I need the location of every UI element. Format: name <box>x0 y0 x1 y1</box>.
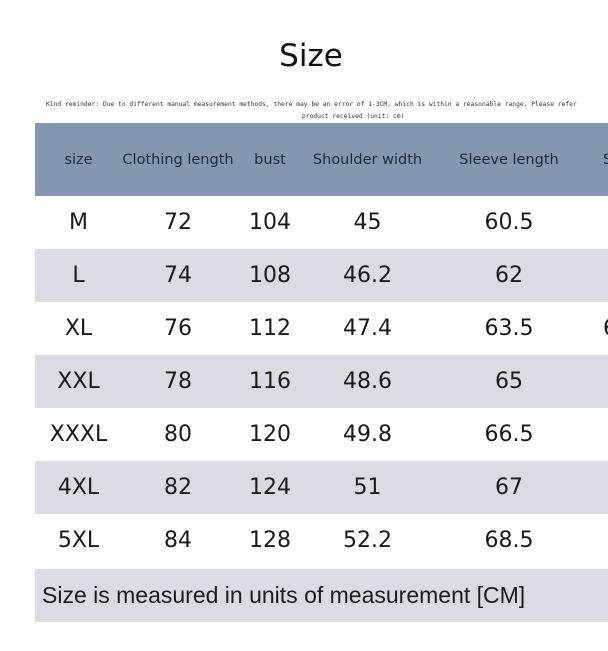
cell-clothing-length: 76 <box>164 316 192 341</box>
table-row: L 74 108 46.2 62 <box>35 249 608 302</box>
cell-size: L <box>72 263 85 288</box>
cell-sleeve-length: 67 <box>495 475 523 500</box>
cell-shoulder-width: 46.2 <box>343 263 392 288</box>
measurement-reminder: Kind reminder: Due to different manual m… <box>46 99 608 123</box>
cell-sleeve-length: 63.5 <box>484 316 534 341</box>
cell-clothing-length: 78 <box>164 369 192 394</box>
cell-bust: 120 <box>249 422 291 447</box>
cell-size: 5XL <box>57 528 100 553</box>
cell-size: XXXL <box>49 422 108 447</box>
table-row: M 72 104 45 60.5 <box>35 196 608 249</box>
cell-cut-off <box>589 196 608 249</box>
cell-size: 4XL <box>57 475 100 500</box>
cell-sleeve-length: 66.5 <box>484 422 534 447</box>
unit-note-text: Size is measured in units of measurement… <box>42 582 526 608</box>
cell-clothing-length: 80 <box>164 422 192 447</box>
cell-bust: 128 <box>249 528 291 553</box>
header-bust: bust <box>254 151 286 168</box>
header-size: size <box>64 151 93 168</box>
cell-clothing-length: 82 <box>164 475 192 500</box>
cell-shoulder-width: 45 <box>353 210 382 235</box>
cell-shoulder-width: 49.8 <box>343 422 392 447</box>
cell-clothing-length: 72 <box>164 210 192 235</box>
cell-sleeve-length: 68.5 <box>484 528 534 553</box>
header-sleeve-length: Sleeve length <box>459 151 559 168</box>
cell-shoulder-width: 47.4 <box>343 316 392 341</box>
cell-sleeve-length: 65 <box>495 369 523 394</box>
table-row: XXL 78 116 48.6 65 <box>35 355 608 408</box>
cell-cut-off <box>589 514 608 567</box>
table-header-row: size Clothing length bust Shoulder width… <box>35 123 608 196</box>
header-clothing-length: Clothing length <box>122 151 234 168</box>
cell-cut-off <box>589 461 608 514</box>
cell-size: M <box>69 210 88 235</box>
cell-clothing-length: 84 <box>164 528 192 553</box>
reminder-line-2: product received (unit: cm) <box>302 113 405 120</box>
cell-sleeve-length: 62 <box>495 263 523 288</box>
page-title: Size <box>279 38 343 74</box>
cell-cut-off: 6 <box>589 302 608 355</box>
header-shoulder-width: Shoulder width <box>312 151 423 168</box>
cell-cut-off <box>589 249 608 302</box>
table-row: XXXL 80 120 49.8 66.5 <box>35 408 608 461</box>
cell-bust: 108 <box>249 263 291 288</box>
cell-bust: 116 <box>249 369 291 394</box>
cell-bust: 124 <box>249 475 291 500</box>
table-row: 4XL 82 124 51 67 <box>35 461 608 514</box>
reminder-line-1: Kind reminder: Due to different manual m… <box>46 101 577 108</box>
cell-size: XXL <box>57 369 100 394</box>
cell-bust: 112 <box>249 316 291 341</box>
cell-shoulder-width: 48.6 <box>343 369 392 394</box>
cell-cut-off <box>589 408 608 461</box>
table-row: XL 76 112 47.4 63.5 6 <box>35 302 608 355</box>
cell-clothing-length: 74 <box>164 263 192 288</box>
cell-bust: 104 <box>249 210 291 235</box>
unit-note: Size is measured in units of measurement… <box>35 569 608 622</box>
cell-shoulder-width: 51 <box>353 475 382 500</box>
cell-shoulder-width: 52.2 <box>343 528 392 553</box>
cell-sleeve-length: 60.5 <box>484 210 534 235</box>
size-chart-table: size Clothing length bust Shoulder width… <box>35 123 608 567</box>
header-cut-off-column: S <box>603 151 608 168</box>
cell-size: XL <box>64 316 93 341</box>
cell-cut-off <box>589 355 608 408</box>
table-row: 5XL 84 128 52.2 68.5 <box>35 514 608 567</box>
